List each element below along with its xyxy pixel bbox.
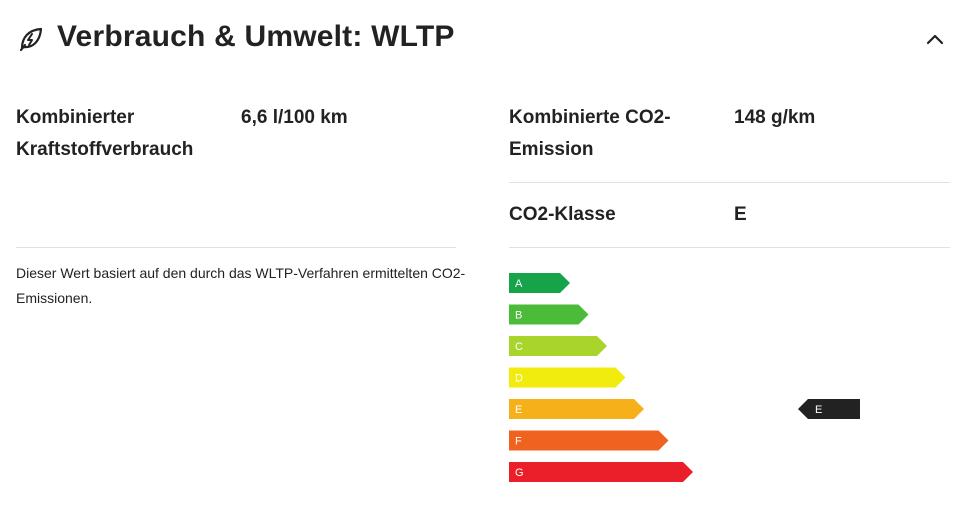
- co2-class-arrow: [509, 399, 644, 419]
- co2-class-arrow: [509, 304, 589, 325]
- co2-class-arrow: [509, 462, 693, 482]
- co2-class-arrow: [509, 367, 626, 388]
- co2-class-letter: A: [515, 278, 523, 290]
- co2-class-label: CO2-Klasse: [509, 204, 616, 225]
- co2-class-letter: B: [515, 310, 522, 322]
- section-header[interactable]: Verbrauch & Umwelt: WLTP: [0, 0, 976, 80]
- right-divider-1: [509, 182, 950, 183]
- right-divider-2: [509, 247, 950, 248]
- current-class-indicator: E: [798, 399, 860, 419]
- co2-class-scale: A B C D E F G E: [509, 273, 860, 482]
- co2-class-arrow: [509, 336, 607, 356]
- fuel-consumption-label: Kombinierter Kraftstoffverbrauch: [16, 107, 194, 160]
- section-title: Verbrauch & Umwelt: WLTP: [57, 20, 455, 53]
- co2-class-bar-f: F: [509, 430, 669, 451]
- co2-class-bar-d: D: [509, 367, 626, 388]
- co2-emission-value: 148 g/km: [734, 107, 816, 128]
- co2-class-bar-c: C: [509, 336, 607, 356]
- co2-class-arrow: [509, 430, 669, 451]
- co2-class-letter: G: [515, 467, 524, 479]
- co2-class-letter: D: [515, 373, 523, 385]
- co2-class-bar-g: G: [509, 462, 693, 482]
- co2-class-letter: C: [515, 341, 523, 353]
- current-class-letter: E: [815, 404, 822, 416]
- co2-class-arrow: [509, 273, 570, 293]
- eco-leaf-bolt-icon: [19, 27, 43, 52]
- fuel-consumption-value: 6,6 l/100 km: [241, 107, 348, 128]
- co2-class-value: E: [734, 204, 747, 225]
- chevron-up-icon[interactable]: [924, 28, 946, 50]
- co2-class-letter: E: [515, 404, 522, 416]
- co2-class-bar-a: A: [509, 273, 570, 293]
- co2-class-bar-e: E: [509, 399, 644, 419]
- co2-class-bar-b: B: [509, 304, 589, 325]
- wltp-note: Dieser Wert basiert auf den durch das WL…: [16, 265, 466, 306]
- co2-class-letter: F: [515, 436, 522, 448]
- current-class-arrow: [798, 399, 860, 419]
- left-divider: [16, 247, 456, 248]
- co2-emission-label: Kombinierte CO2- Emission: [509, 107, 671, 160]
